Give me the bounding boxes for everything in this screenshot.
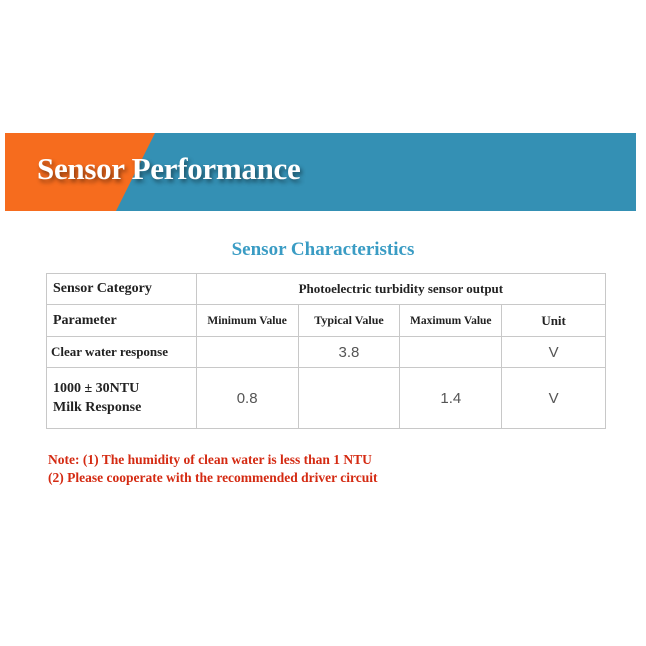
- header-max: Maximum Value: [399, 304, 503, 337]
- row-param-line1: 1000 ± 30NTU: [53, 381, 140, 396]
- table-row: Sensor Category Photoelectric turbidity …: [46, 273, 607, 305]
- row-param: 1000 ± 30NTU Milk Response: [46, 367, 197, 429]
- notes: Note: (1) The humidity of clean water is…: [48, 451, 378, 487]
- row-param-line2: Milk Response: [53, 400, 142, 415]
- row-typical: 3.8: [297, 336, 401, 368]
- row-unit: V: [501, 336, 606, 368]
- table-row: 1000 ± 30NTU Milk Response 0.8 1.4 V: [46, 367, 606, 429]
- row-min: 0.8: [195, 367, 299, 429]
- category-label: Sensor Category: [46, 273, 197, 305]
- header-min: Minimum Value: [195, 304, 299, 337]
- row-param: Clear water response: [46, 336, 197, 368]
- table-row: Clear water response 3.8 V: [46, 336, 606, 368]
- header-unit: Unit: [501, 304, 606, 337]
- header-typical: Typical Value: [297, 304, 401, 337]
- row-max: 1.4: [399, 367, 503, 429]
- characteristics-table: Sensor Category Photoelectric turbidity …: [46, 273, 607, 429]
- note-1: Note: (1) The humidity of clean water is…: [48, 452, 372, 467]
- table-row: Parameter Minimum Value Typical Value Ma…: [46, 304, 606, 337]
- row-min: [195, 336, 299, 368]
- row-typical: [297, 367, 401, 429]
- row-unit: V: [501, 367, 606, 429]
- section-title: Sensor Characteristics: [231, 239, 415, 260]
- note-2: (2) Please cooperate with the recommende…: [48, 470, 378, 485]
- header-banner: Sensor Performance: [5, 133, 636, 211]
- category-value: Photoelectric turbidity sensor output: [195, 273, 607, 305]
- row-max: [399, 336, 503, 368]
- header-parameter: Parameter: [46, 304, 197, 337]
- banner-title: Sensor Performance: [37, 151, 301, 186]
